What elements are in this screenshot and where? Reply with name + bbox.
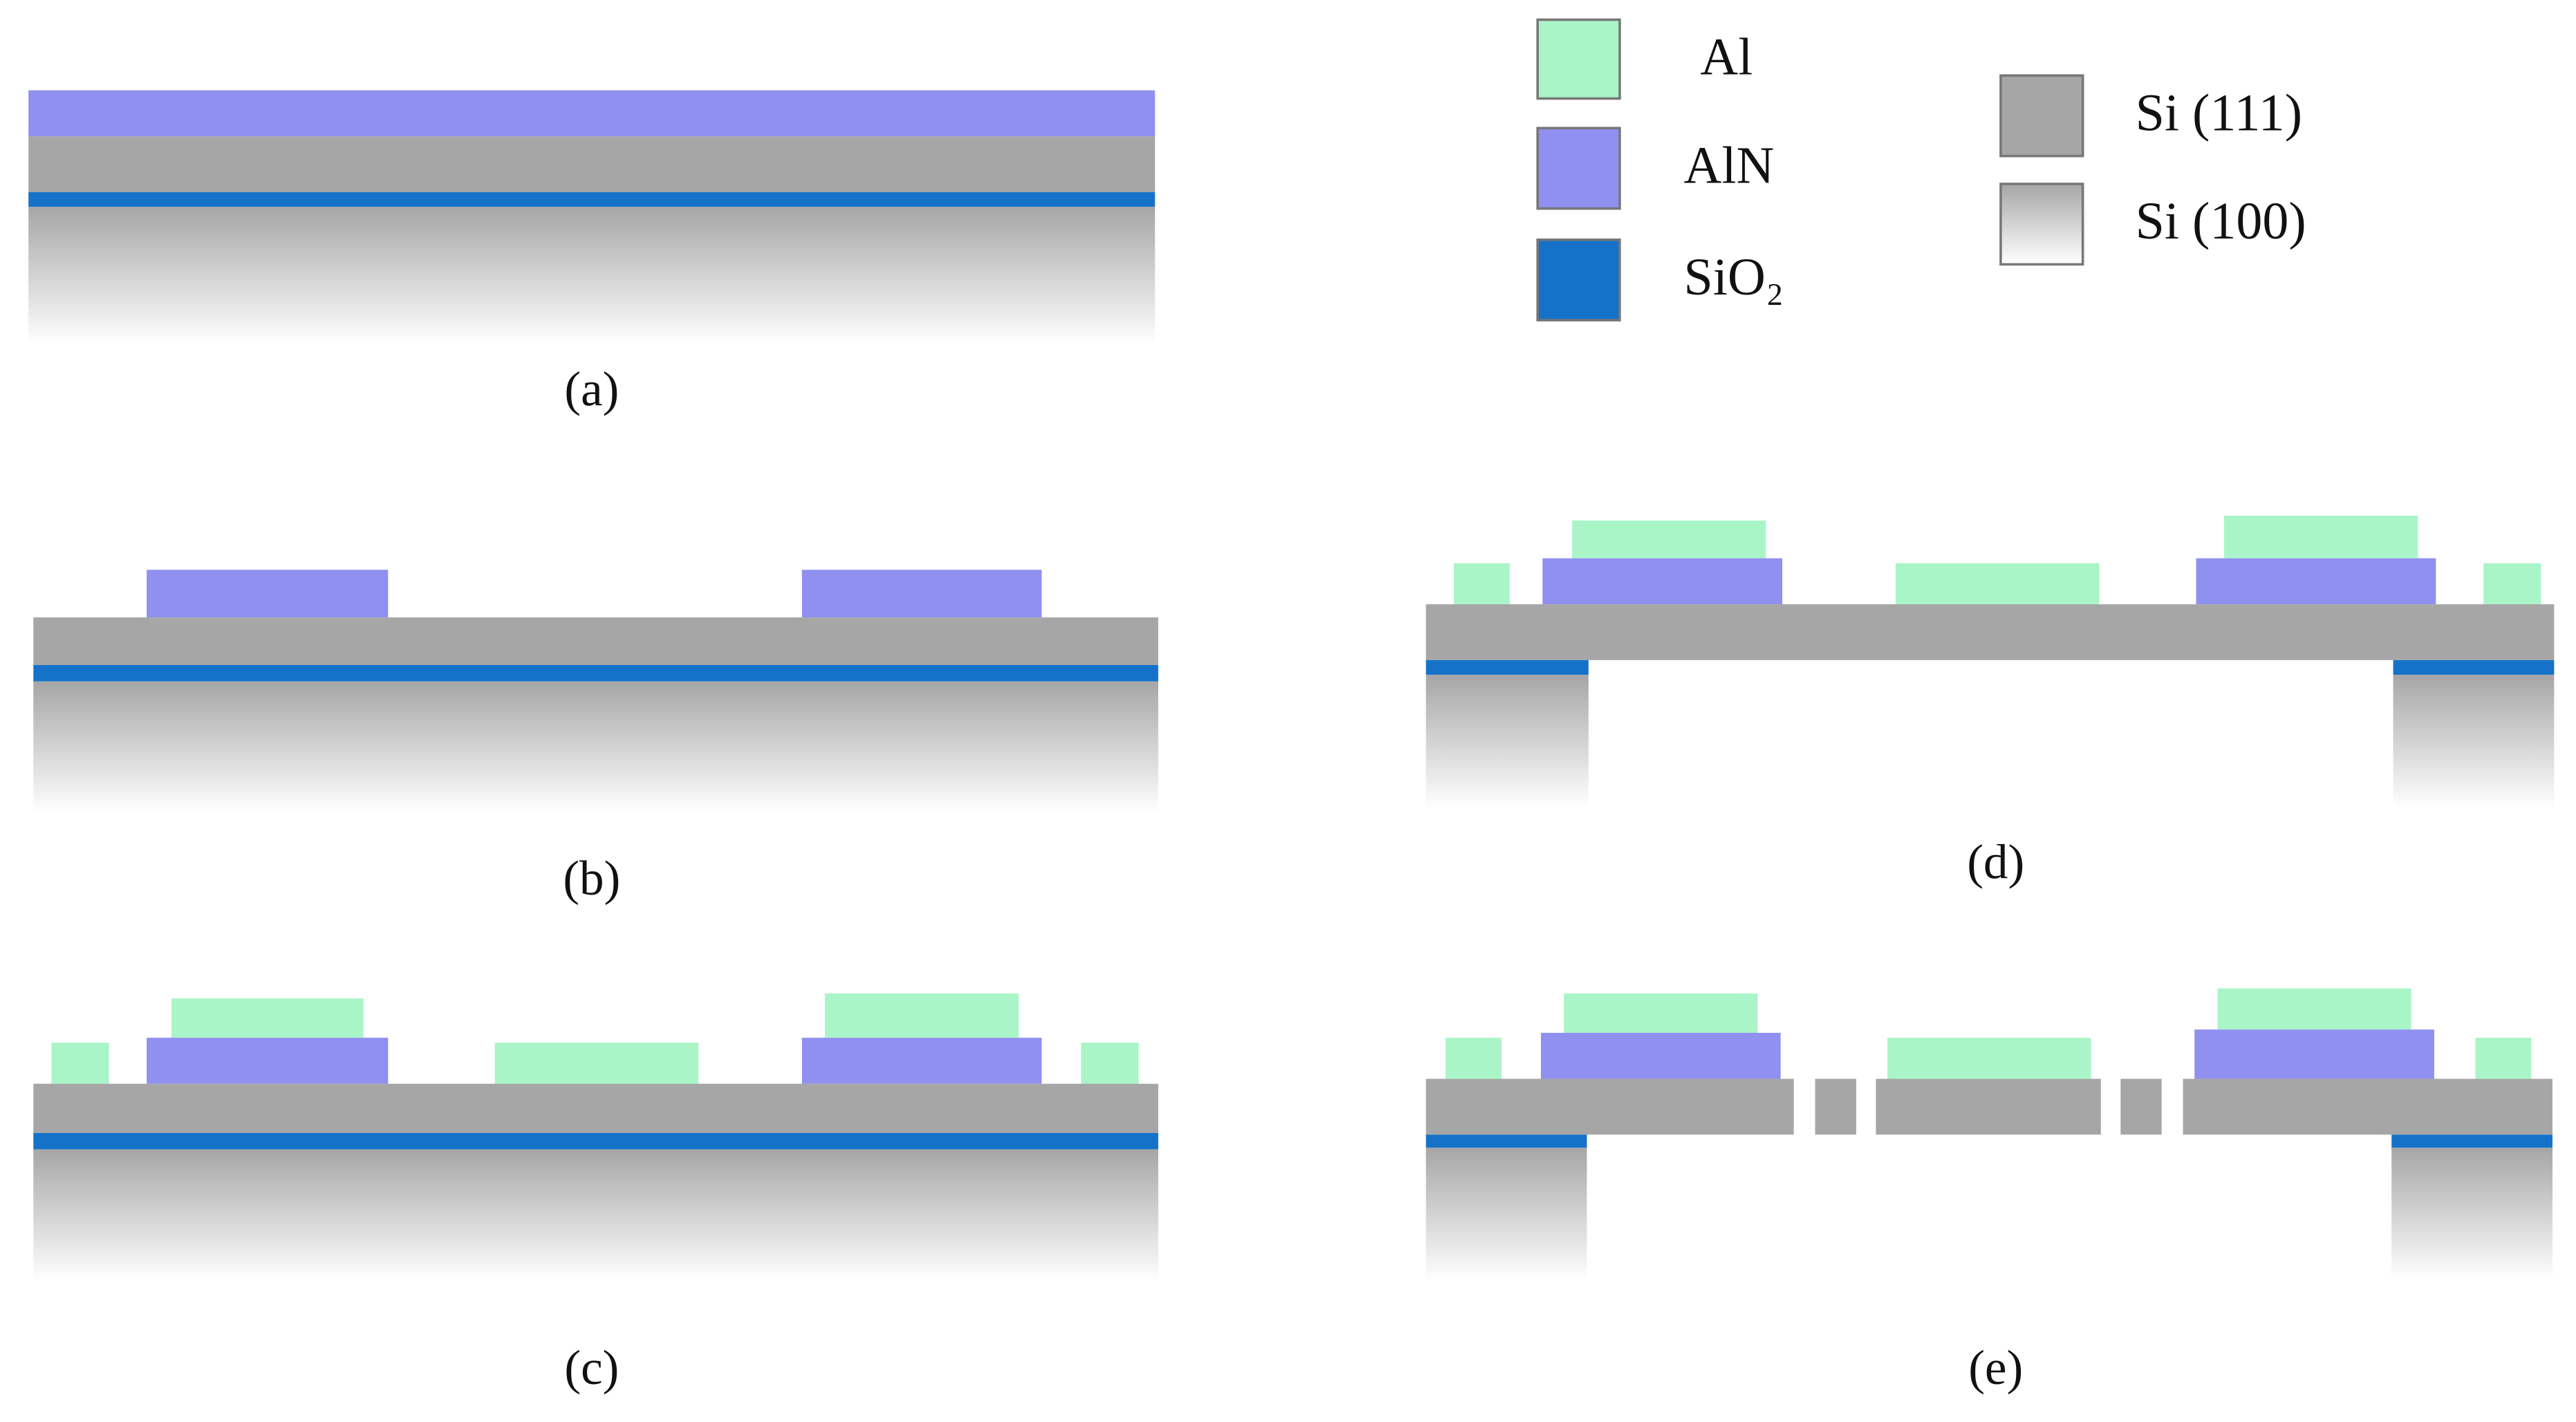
layer-al (1081, 1042, 1139, 1084)
layer-al (1564, 993, 1758, 1033)
layer-al (51, 1042, 109, 1084)
layer-si111 (1815, 1078, 1856, 1135)
layer-al (1446, 1038, 1502, 1079)
layer-sio2 (2391, 1134, 2552, 1148)
layer-si111 (2183, 1078, 2552, 1135)
layer-sio2 (33, 1132, 1159, 1150)
panel-e: (e) (1426, 988, 2552, 1395)
layer-aln (1540, 1033, 1781, 1079)
panel-c: (c) (33, 993, 1159, 1395)
layer-substrate (2391, 1148, 2552, 1281)
layer-al (1887, 1038, 2091, 1079)
layer-substrate (1426, 1148, 1587, 1281)
caption: (c) (564, 1341, 619, 1395)
layer-al (494, 1042, 699, 1084)
layer-aln (801, 570, 1042, 618)
layer-si111 (33, 617, 1159, 665)
layer-substrate (33, 1149, 1159, 1281)
layer-sio2 (28, 191, 1155, 207)
layer-si111 (33, 1083, 1159, 1133)
layer-aln (1542, 558, 1782, 605)
layer-al (2217, 988, 2411, 1030)
layer-sio2 (2393, 659, 2555, 675)
panel-d: (d) (1426, 515, 2555, 889)
layer-substrate (2393, 675, 2555, 808)
legend-swatch-sio2 (1536, 238, 1621, 321)
legend: Al AlN SiO₂ Si (111) Si (100) (1536, 18, 2306, 321)
layer-aln (147, 570, 389, 618)
caption: (e) (1968, 1341, 2023, 1395)
layer-sio2 (1426, 1134, 1587, 1148)
layer-al (1571, 520, 1766, 559)
panel-b: (b) (33, 570, 1159, 906)
layer-al (171, 998, 364, 1038)
caption: (a) (564, 362, 619, 416)
panel-a: (a) (28, 90, 1155, 416)
legend-label: Si (100) (2136, 192, 2306, 250)
layer-si111 (28, 136, 1155, 192)
layer-al (2223, 515, 2418, 559)
legend-swatch-si111 (1999, 74, 2084, 158)
legend-swatch-si100 (1999, 183, 2084, 266)
caption: (d) (1967, 835, 2024, 889)
legend-label: SiO₂ (1683, 248, 1784, 306)
layer-si111 (1426, 1078, 1794, 1135)
layer-si111 (2120, 1078, 2162, 1135)
layer-al (825, 993, 1019, 1038)
layer-al (1895, 563, 2100, 605)
caption: (b) (563, 852, 620, 906)
layer-substrate (33, 681, 1159, 813)
layer-substrate (1426, 675, 1589, 808)
legend-label: Al (1700, 28, 1753, 86)
layer-si111 (1426, 604, 2555, 660)
layer-si111 (1876, 1078, 2101, 1135)
layer-sio2 (1426, 659, 1589, 675)
layer-aln (801, 1038, 1042, 1084)
layer-al (2483, 563, 2541, 605)
layer-sio2 (33, 664, 1159, 682)
layer-substrate (28, 207, 1155, 345)
layer-aln (2196, 558, 2436, 605)
legend-swatch-al (1536, 18, 1621, 100)
layer-al (2475, 1038, 2532, 1079)
layer-aln (147, 1038, 389, 1084)
layer-aln (28, 90, 1155, 137)
legend-label: Si (111) (2136, 84, 2302, 142)
layer-aln (2194, 1029, 2434, 1079)
legend-label: AlN (1683, 136, 1774, 194)
legend-swatch-aln (1536, 127, 1621, 210)
layer-al (1453, 563, 1510, 605)
